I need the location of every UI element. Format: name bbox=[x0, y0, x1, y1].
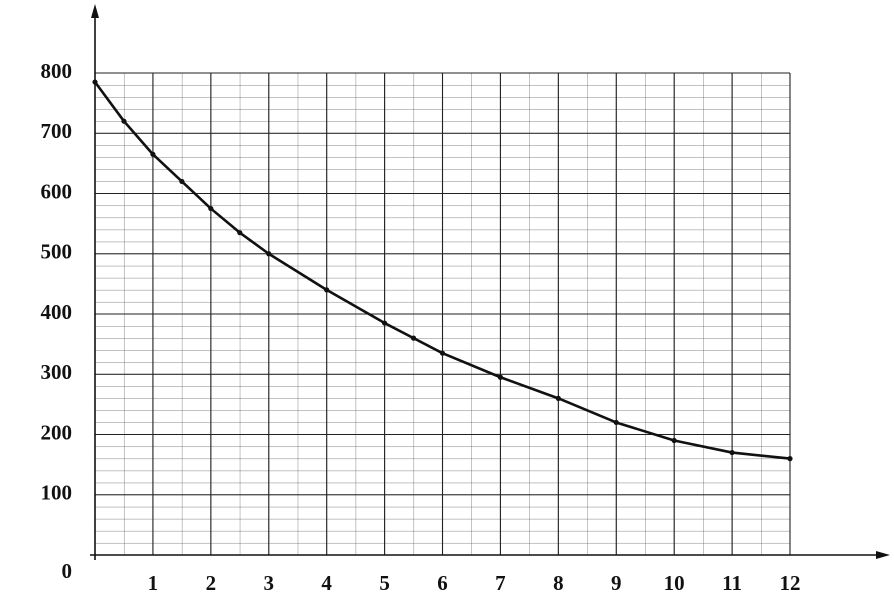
y-axis-arrow bbox=[91, 4, 99, 18]
y-tick-label: 500 bbox=[41, 240, 73, 264]
y-tick-label: 700 bbox=[41, 119, 73, 143]
x-tick-label: 3 bbox=[264, 571, 275, 595]
data-point bbox=[121, 118, 127, 124]
data-point bbox=[324, 287, 330, 293]
data-point bbox=[613, 419, 619, 426]
x-tick-label: 5 bbox=[379, 571, 390, 595]
x-tick-label: 1 bbox=[148, 571, 159, 595]
data-point bbox=[208, 205, 214, 212]
data-point bbox=[439, 350, 446, 356]
y-tick-label: 0 bbox=[62, 559, 73, 583]
x-tick-label: 2 bbox=[206, 571, 217, 595]
data-point bbox=[237, 230, 243, 236]
data-point bbox=[92, 79, 98, 85]
data-point bbox=[150, 151, 156, 157]
x-tick-label: 7 bbox=[495, 571, 506, 595]
data-point bbox=[381, 320, 388, 326]
x-tick-label: 4 bbox=[321, 571, 332, 595]
y-tick-label: 400 bbox=[41, 300, 73, 324]
data-point bbox=[555, 395, 561, 401]
x-tick-label: 12 bbox=[780, 571, 801, 595]
y-tick-label: 100 bbox=[41, 481, 73, 505]
x-tick-label: 10 bbox=[664, 571, 685, 595]
data-point bbox=[410, 335, 417, 341]
plot-area bbox=[95, 72, 791, 556]
y-tick-label: 800 bbox=[41, 59, 73, 83]
y-tick-label: 600 bbox=[41, 179, 73, 203]
x-tick-label: 6 bbox=[437, 571, 448, 595]
x-tick-label: 8 bbox=[553, 571, 564, 595]
data-point bbox=[671, 437, 677, 444]
x-axis-arrow bbox=[876, 551, 890, 559]
data-point bbox=[787, 456, 793, 462]
data-point bbox=[497, 374, 504, 380]
data-point bbox=[179, 178, 185, 185]
y-tick-label: 200 bbox=[41, 420, 73, 444]
data-point bbox=[729, 449, 735, 456]
y-tick-label: 300 bbox=[41, 360, 73, 384]
x-tick-label: 9 bbox=[611, 571, 622, 595]
data-point bbox=[266, 251, 272, 257]
x-tick-label: 11 bbox=[722, 571, 742, 595]
